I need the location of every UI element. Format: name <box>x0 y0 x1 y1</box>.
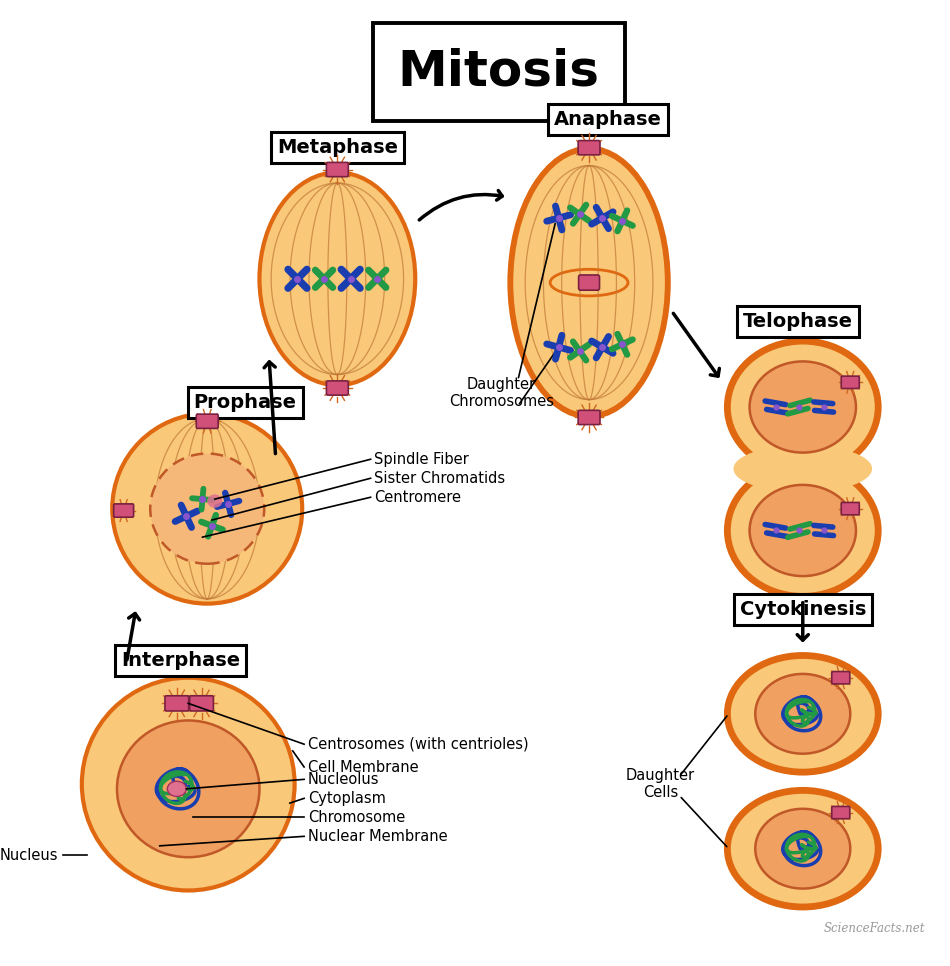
FancyBboxPatch shape <box>579 411 600 425</box>
Text: Mitosis: Mitosis <box>398 47 599 96</box>
FancyBboxPatch shape <box>165 696 189 711</box>
Text: Centrosomes (with centrioles): Centrosomes (with centrioles) <box>308 737 528 752</box>
Text: Cytoplasm: Cytoplasm <box>308 791 386 806</box>
Ellipse shape <box>507 146 671 419</box>
FancyBboxPatch shape <box>842 376 860 388</box>
Ellipse shape <box>750 361 856 453</box>
Text: Daughter
Cells: Daughter Cells <box>626 768 694 800</box>
Ellipse shape <box>755 809 850 889</box>
Ellipse shape <box>207 495 222 508</box>
Text: Centromere: Centromere <box>374 490 462 505</box>
Ellipse shape <box>750 485 856 576</box>
Text: Nucleus: Nucleus <box>0 848 58 863</box>
Ellipse shape <box>724 787 882 910</box>
Text: Chromosome: Chromosome <box>308 810 405 825</box>
FancyBboxPatch shape <box>832 671 850 684</box>
Text: Interphase: Interphase <box>121 651 240 670</box>
Text: Cytokinesis: Cytokinesis <box>740 600 866 619</box>
FancyBboxPatch shape <box>197 414 218 428</box>
Text: Sister Chromatids: Sister Chromatids <box>374 470 505 486</box>
Text: Daughter
Chromosomes: Daughter Chromosomes <box>449 377 554 409</box>
Ellipse shape <box>724 461 882 600</box>
Text: Nucleolus: Nucleolus <box>308 772 379 787</box>
Text: Anaphase: Anaphase <box>554 110 662 128</box>
FancyBboxPatch shape <box>579 141 600 155</box>
Text: Spindle Fiber: Spindle Fiber <box>374 452 469 467</box>
Ellipse shape <box>167 781 186 796</box>
Text: Prophase: Prophase <box>194 393 296 412</box>
FancyBboxPatch shape <box>579 275 599 290</box>
Text: Metaphase: Metaphase <box>276 138 398 157</box>
Ellipse shape <box>259 172 415 385</box>
Ellipse shape <box>755 674 850 753</box>
Ellipse shape <box>729 342 877 471</box>
Ellipse shape <box>724 338 882 476</box>
FancyBboxPatch shape <box>327 162 349 177</box>
Text: Cell Membrane: Cell Membrane <box>308 759 419 775</box>
Ellipse shape <box>82 678 294 891</box>
Ellipse shape <box>724 652 882 776</box>
Text: Telophase: Telophase <box>743 312 853 331</box>
Ellipse shape <box>117 721 259 857</box>
Text: Nuclear Membrane: Nuclear Membrane <box>308 829 447 844</box>
Ellipse shape <box>729 466 877 595</box>
Ellipse shape <box>150 454 264 564</box>
FancyBboxPatch shape <box>114 504 134 517</box>
Ellipse shape <box>729 792 877 906</box>
FancyBboxPatch shape <box>832 807 850 819</box>
Ellipse shape <box>550 270 628 296</box>
Ellipse shape <box>511 150 667 415</box>
Ellipse shape <box>112 413 302 604</box>
Text: ScienceFacts.net: ScienceFacts.net <box>824 922 924 935</box>
FancyBboxPatch shape <box>327 381 349 395</box>
Ellipse shape <box>729 657 877 771</box>
Ellipse shape <box>733 445 872 493</box>
FancyBboxPatch shape <box>842 502 860 515</box>
FancyBboxPatch shape <box>190 696 214 711</box>
